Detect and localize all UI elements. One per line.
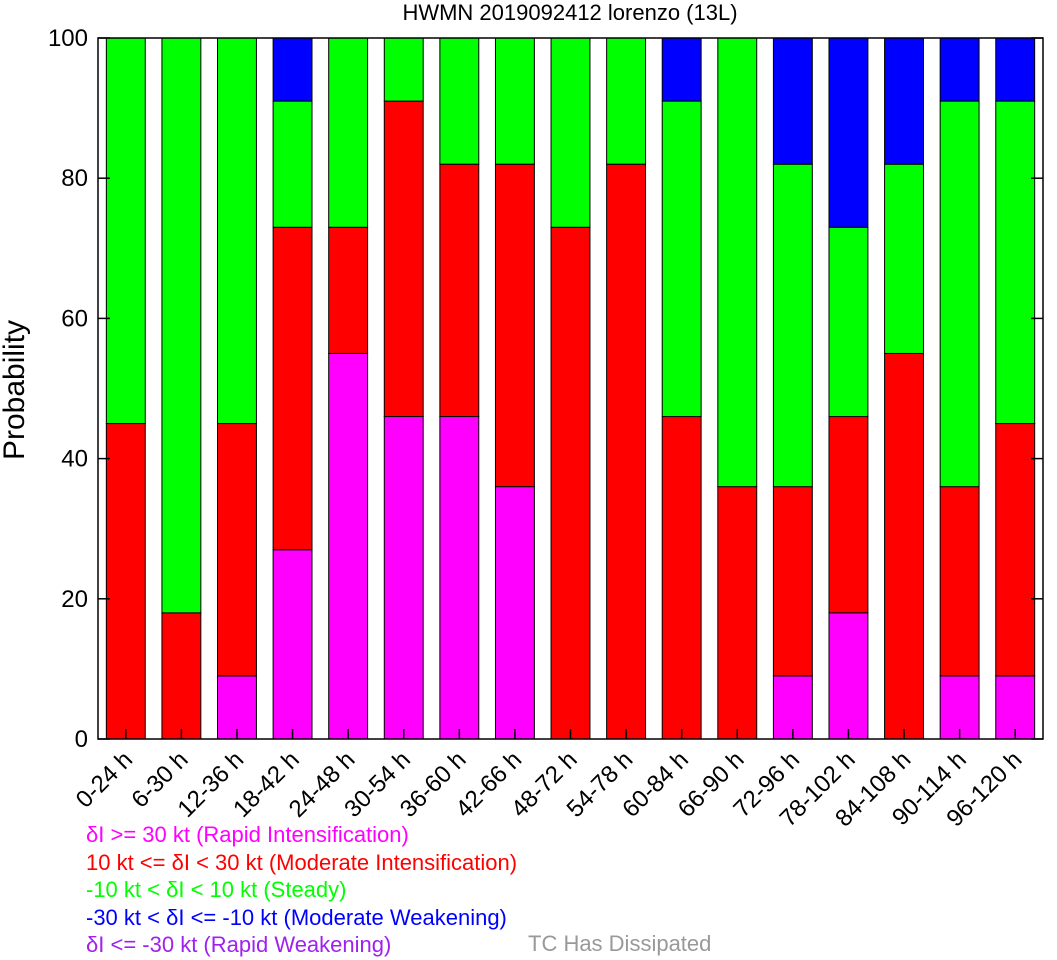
bar-segment-66-90-h-s2	[717, 37, 758, 488]
legend-entry-rapid-intensification: δI >= 30 kt (Rapid Intensification)	[86, 822, 409, 847]
bar-segment-36-60-h-s1	[439, 163, 480, 418]
bar-segment-36-60-h-s2	[439, 37, 480, 165]
bar-segment-90-114-h-s3	[939, 37, 980, 102]
bar-segment-96-120-h-s2	[995, 100, 1036, 425]
bars-layer	[105, 37, 1036, 740]
bar-segment-96-120-h-s3	[995, 37, 1036, 102]
bar-segment-60-84-h-s2	[661, 100, 702, 418]
bar-segment-6-30-h-s2	[161, 37, 202, 614]
x-tick-label-0-24-h: 0-24 h	[71, 746, 138, 813]
bar-segment-84-108-h-s2	[884, 163, 924, 354]
bar-segment-18-42-h-s2	[272, 100, 313, 228]
y-tick-label-40: 40	[61, 446, 88, 473]
bar-segment-90-114-h-s1	[939, 486, 980, 677]
bar-segment-30-54-h-s2	[383, 37, 424, 102]
bar-segment-60-84-h-s3	[661, 37, 702, 102]
bar-segment-24-48-h-s2	[328, 37, 369, 228]
bar-segment-78-102-h-s0	[828, 612, 869, 740]
bar-segment-78-102-h-s3	[828, 37, 869, 228]
bar-segment-84-108-h-s3	[884, 37, 924, 165]
bar-segment-36-60-h-s0	[439, 416, 480, 740]
legend-entry-moderate-weakening: -30 kt < δI <= -10 kt (Moderate Weakenin…	[86, 904, 507, 930]
bar-segment-30-54-h-s0	[383, 416, 424, 740]
bar-segment-72-96-h-s2	[772, 163, 813, 488]
bar-segment-18-42-h-s0	[272, 549, 313, 740]
bar-segment-78-102-h-s2	[828, 226, 869, 418]
bar-segment-30-54-h-s1	[383, 100, 424, 418]
bar-segment-72-96-h-s3	[772, 37, 813, 165]
bar-segment-42-66-h-s2	[494, 37, 535, 165]
legend: δI >= 30 kt (Rapid Intensification) 10 k…	[86, 821, 517, 959]
bar-segment-48-72-h-s2	[550, 37, 591, 228]
y-tick-label-0: 0	[75, 726, 88, 753]
bar-segment-18-42-h-s3	[272, 37, 313, 102]
y-tick-label-100: 100	[48, 25, 88, 52]
legend-entry-moderate-intensification: 10 kt <= δI < 30 kt (Moderate Intensific…	[86, 849, 518, 875]
bar-segment-24-48-h-s0	[328, 352, 369, 740]
bar-segment-96-120-h-s0	[995, 675, 1036, 740]
bar-segment-0-24-h-s2	[105, 37, 146, 425]
bar-segment-6-30-h-s1	[161, 612, 202, 740]
legend-entry-rapid-weakening: δI <= -30 kt (Rapid Weakening)	[86, 932, 392, 957]
legend-entry-dissipated: TC Has Dissipated	[528, 931, 712, 956]
y-tick-label-20: 20	[61, 586, 88, 613]
bar-segment-0-24-h-s1	[105, 423, 146, 740]
bar-segment-18-42-h-s1	[272, 226, 313, 551]
bar-segment-78-102-h-s1	[828, 416, 869, 614]
bar-segment-84-108-h-s1	[884, 352, 924, 740]
bar-segment-66-90-h-s1	[717, 486, 758, 740]
bar-segment-12-36-h-s2	[217, 37, 257, 425]
bar-segment-54-78-h-s1	[606, 163, 647, 740]
y-axis-label: Probability	[0, 320, 31, 460]
y-tick-label-80: 80	[61, 165, 88, 192]
bar-segment-12-36-h-s1	[217, 423, 257, 677]
bar-segment-72-96-h-s0	[772, 675, 813, 740]
bar-segment-54-78-h-s2	[606, 37, 647, 165]
bar-segment-12-36-h-s0	[217, 675, 257, 740]
bar-segment-42-66-h-s0	[494, 486, 535, 740]
chart-title: HWMN 2019092412 lorenzo (13L)	[402, 0, 737, 25]
bar-segment-96-120-h-s1	[995, 423, 1036, 677]
bar-segment-24-48-h-s1	[328, 226, 369, 354]
bar-segment-90-114-h-s2	[939, 100, 980, 488]
legend-entry-steady: -10 kt < δI < 10 kt (Steady)	[86, 877, 347, 902]
bar-segment-72-96-h-s1	[772, 486, 813, 677]
bar-segment-48-72-h-s1	[550, 226, 591, 740]
y-tick-label-60: 60	[61, 305, 88, 332]
bar-segment-42-66-h-s1	[494, 163, 535, 488]
bar-segment-60-84-h-s1	[661, 416, 702, 740]
